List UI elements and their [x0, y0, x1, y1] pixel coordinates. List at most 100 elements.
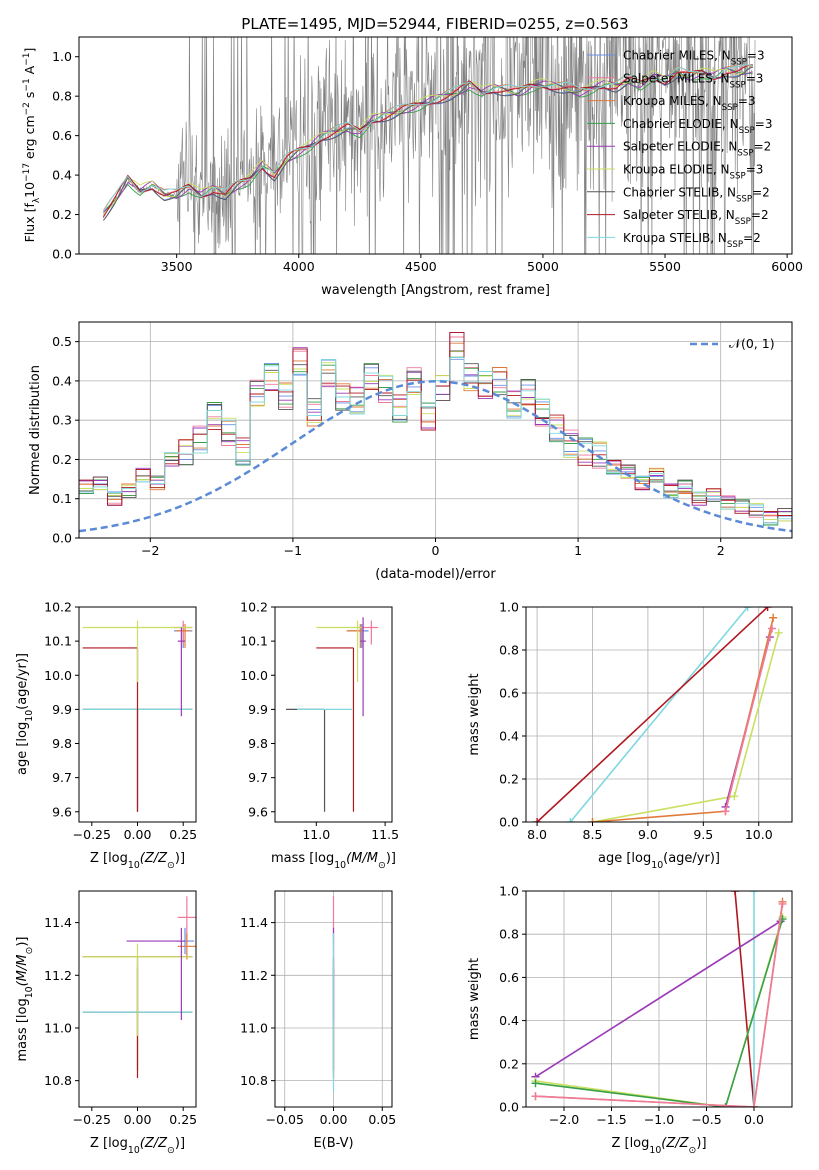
y-tick-label: 0.2 [52, 452, 72, 467]
weight-marker-salpeter-miles [768, 624, 777, 633]
legend: Chabrier MILES, NSSP=3 Salpeter MILES, NS… [587, 49, 772, 250]
age-vs-z-panel: −0.25 0.00 0.25 9.6 9.7 9.8 9.9 10.0 10.1 10.2 Z [… [15, 600, 197, 871]
weight-marker-kroupa-miles [588, 818, 597, 822]
y-tick-label: 11.2 [44, 968, 72, 983]
y-tick-label: 1.0 [499, 884, 519, 899]
x-tick-label: −1 [284, 543, 302, 558]
x-tick-label: −1.0 [644, 1112, 674, 1127]
model-spectrum-kroupa-stelib [103, 64, 754, 212]
weight-marker-salpeter-miles [750, 1103, 758, 1107]
x-tick-label: 5500 [649, 259, 681, 274]
weight-marker-kroupa-miles [769, 613, 778, 622]
axes-frame [525, 606, 793, 823]
y-tick-label: 9.9 [52, 702, 72, 717]
y-tick-label: 0.1 [52, 491, 72, 506]
x-axis-label: E(B-V) [313, 1136, 353, 1151]
y-tick-label: 0.2 [52, 207, 72, 222]
axes: −0.05 0.00 0.05 10.8 11.0 11.2 11.4 E(B-V) [240, 890, 396, 1151]
x-tick-label: −0.05 [266, 1112, 304, 1127]
y-axis-label: mass weight [467, 673, 482, 755]
histogram-kroupa-stelib [79, 357, 792, 524]
y-tick-label: 0.0 [499, 1100, 519, 1115]
spectrum-panel: 3500 4000 4500 5000 5500 6000 0.0 0.2 0.4 0.6 0.8 1… [22, 36, 803, 298]
mass-vs-ebv-panel: −0.05 0.00 0.05 10.8 11.0 11.2 11.4 E(B-V) [240, 890, 396, 1151]
weight-marker-salpeter-stelib [731, 891, 739, 895]
residuals-panel: −2 −1 0 1 2 0.0 0.1 0.2 0.3 0.4 0.5 𝒩(0, 1) (data-mo… [28, 321, 793, 582]
weight-marker-kroupa-stelib [750, 891, 758, 895]
plot-area [79, 322, 792, 538]
x-tick-label: 9.0 [638, 827, 658, 842]
mass-vs-z-panel: −0.25 0.00 0.25 10.8 11.0 11.2 11.4 Z [log10(Z/… [15, 890, 197, 1156]
weight-line-salpeter-miles [724, 628, 773, 812]
plot-area [82, 896, 196, 1079]
y-tick-label: 0.5 [52, 334, 72, 349]
y-tick-label: 0.0 [52, 247, 72, 262]
weight-vs-z-panel: −2.0 −1.5 −1.0 −0.5 0.0 0.0 0.2 0.4 0.6 0.8 1.0 Z [… [467, 884, 793, 1156]
y-tick-label: 0.4 [499, 729, 519, 744]
y-axis-label: Normed distribution [28, 365, 43, 495]
legend-label-salpeter-miles: Salpeter MILES, NSSP=3 [623, 71, 763, 90]
x-axis-label: Z [log10(Z/Z⊙)] [90, 851, 185, 871]
x-tick-label: 11.5 [371, 827, 399, 842]
axes: −0.25 0.00 0.25 10.8 11.0 11.2 11.4 Z [log10(Z/… [15, 890, 197, 1156]
weight-line-salpeter-elodie [535, 920, 782, 1078]
plot-area [103, 37, 756, 254]
x-tick-label: 0.0 [744, 1112, 764, 1127]
legend-gaussian-label: 𝒩(0, 1) [729, 336, 775, 351]
y-tick-label: 10.0 [44, 668, 72, 683]
y-tick-label: 9.8 [248, 736, 268, 751]
y-tick-label: 9.7 [52, 770, 72, 785]
y-axis-label: mass weight [467, 958, 482, 1040]
y-tick-label: 1.0 [52, 49, 72, 64]
observed-spectrum [103, 37, 756, 254]
x-tick-label: 8.0 [527, 827, 547, 842]
weight-line-kroupa-elodie [592, 632, 780, 822]
weight-marker-salpeter-miles [778, 899, 787, 908]
plot-area [82, 620, 193, 812]
x-tick-label: 10.0 [745, 827, 773, 842]
axes: 8.0 8.5 9.0 9.5 10.0 0.0 0.2 0.4 0.6 0.8 1.0 age [l… [467, 600, 793, 871]
weight-marker-kroupa-elodie [730, 792, 739, 801]
y-tick-label: 10.1 [240, 634, 268, 649]
x-tick-label: −2 [141, 543, 159, 558]
x-tick-label: 4500 [405, 259, 437, 274]
x-tick-label: 0 [432, 543, 440, 558]
x-tick-label: −0.25 [73, 1112, 111, 1127]
weight-line-kroupa-miles [592, 617, 774, 822]
x-tick-label: 6000 [771, 259, 803, 274]
weight-marker-salpeter-stelib [533, 818, 542, 822]
y-tick-label: 0.0 [52, 531, 72, 546]
x-axis-label: mass [log10(M/M⊙)] [271, 851, 396, 871]
weight-line-salpeter-stelib [536, 607, 769, 822]
axes-frame [78, 36, 793, 255]
y-tick-label: 0.4 [499, 1013, 519, 1028]
x-axis-label: (data-model)/error [375, 567, 496, 582]
weight-line-salpeter-miles [535, 903, 784, 1107]
y-tick-label: 0.6 [52, 128, 72, 143]
x-tick-label: 0.05 [368, 1112, 396, 1127]
x-tick-label: 0.00 [124, 1112, 152, 1127]
weight-marker-chabrier-elodie [531, 1079, 540, 1088]
y-tick-label: 0.2 [499, 1056, 519, 1071]
y-tick-label: 0.4 [52, 168, 72, 183]
legend-label-kroupa-elodie: Kroupa ELODIE, NSSP=3 [623, 163, 763, 182]
weight-marker-salpeter-miles [721, 807, 730, 816]
y-tick-label: 0.4 [52, 373, 72, 388]
x-tick-label: 2 [717, 543, 725, 558]
x-axis-label: wavelength [Angstrom, rest frame] [321, 283, 550, 298]
axes: −2.0 −1.5 −1.0 −0.5 0.0 0.0 0.2 0.4 0.6 0.8 1.0 Z [… [467, 884, 793, 1156]
y-tick-label: 0.6 [499, 686, 519, 701]
x-tick-label: 0.25 [169, 827, 197, 842]
legend-label-chabrier-stelib: Chabrier STELIB, NSSP=2 [623, 185, 770, 204]
x-tick-label: −1.5 [596, 1112, 626, 1127]
y-tick-label: 0.3 [52, 413, 72, 428]
x-axis-label: Z [log10(Z/Z⊙)] [611, 1136, 706, 1156]
x-tick-label: 0.00 [124, 827, 152, 842]
axes: 3500 4000 4500 5000 5500 6000 0.0 0.2 0.4 0.6 0.8 1… [22, 36, 803, 298]
weight-line-chabrier-elodie [535, 918, 784, 1107]
y-tick-label: 10.8 [240, 1073, 268, 1088]
x-tick-label: 4000 [283, 259, 315, 274]
x-tick-label: 11.0 [302, 827, 330, 842]
plot-area [275, 891, 392, 1107]
